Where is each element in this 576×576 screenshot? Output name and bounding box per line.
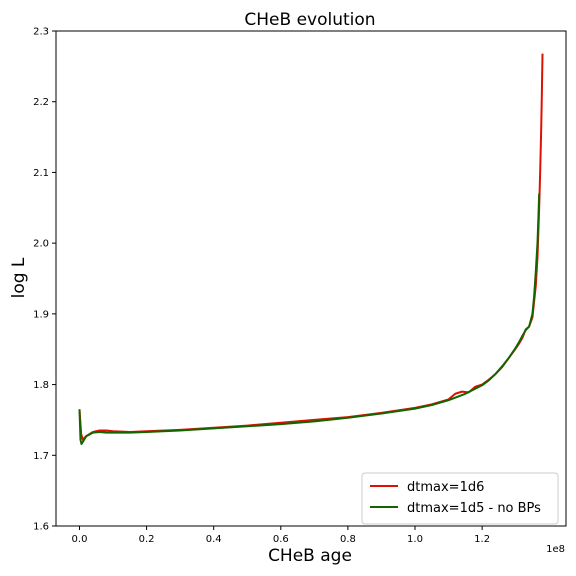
legend-box [361,472,559,525]
x-tick-label: 0.4 [206,534,222,545]
y-tick-label: 2.0 [33,239,49,250]
legend-label-dtmax-1d5-no-bps: dtmax=1d5 - no BPs [407,501,541,516]
plot-area [55,30,567,527]
chart-title: CHeB evolution [244,10,375,30]
x-axis-label: CHeB age [268,546,352,566]
x-tick-label: 0.8 [340,534,356,545]
x-axis-offset-label: 1e8 [546,544,565,555]
y-tick-label: 2.2 [33,97,49,108]
y-tick-label: 1.6 [33,522,49,533]
y-tick-label: 1.8 [33,380,49,391]
y-tick-label: 1.9 [33,309,49,320]
y-tick-label: 2.3 [33,27,49,38]
x-tick-label: 0.6 [273,534,289,545]
x-tick-label: 0.0 [72,534,88,545]
plot-frame [55,30,567,527]
x-tick-label: 1.0 [407,534,423,545]
series-layer [78,53,544,445]
y-axis-label: log L [9,257,29,298]
y-axis: 1.6 1.7 1.8 1.9 2.0 2.1 2.2 2.3 [33,27,56,533]
series-line-dtmax-1d5-no-bps [78,193,541,445]
x-tick-label: 0.2 [139,534,155,545]
x-axis: 0.0 0.2 0.4 0.6 0.8 1.0 1.2 [72,526,490,545]
y-tick-label: 1.7 [33,451,49,462]
legend: dtmax=1d6 dtmax=1d5 - no BPs [361,472,559,525]
y-tick-label: 2.1 [33,168,49,179]
x-tick-label: 1.2 [474,534,490,545]
legend-label-dtmax-1d6: dtmax=1d6 [407,480,484,495]
